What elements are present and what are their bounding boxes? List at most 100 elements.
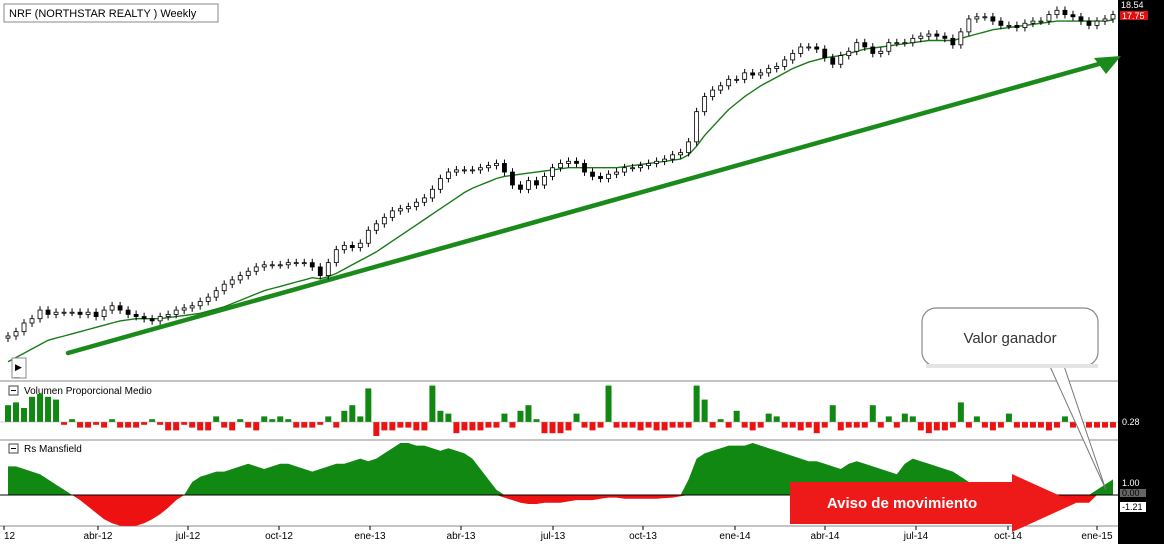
candle-body	[838, 55, 844, 65]
candle	[894, 38, 900, 47]
candles-group	[5, 6, 1116, 343]
candle-body	[806, 46, 812, 49]
volume-bar	[93, 422, 100, 425]
volume-bar	[941, 422, 948, 431]
candle	[710, 86, 716, 101]
x-tick-label: jul-13	[540, 531, 566, 542]
volume-bar	[221, 422, 228, 428]
volume-bar	[645, 422, 652, 428]
volume-bar	[885, 416, 892, 422]
candle-body	[702, 96, 708, 113]
candle-body	[389, 210, 395, 218]
volume-bar	[165, 422, 172, 431]
candle	[614, 168, 619, 179]
candle	[317, 263, 323, 280]
candle-body	[494, 163, 499, 166]
volume-bar	[741, 422, 748, 428]
candle	[181, 304, 187, 314]
candle	[726, 75, 732, 90]
candle	[61, 308, 67, 317]
candle	[734, 75, 740, 84]
volume-bar	[637, 422, 644, 431]
candle	[478, 163, 483, 174]
volume-bar	[381, 422, 388, 431]
candle-body	[141, 316, 147, 320]
candle-body	[854, 42, 860, 52]
play-button[interactable]	[11, 357, 27, 379]
volume-bar	[325, 416, 332, 422]
volume-bar	[653, 422, 660, 431]
candle	[886, 38, 892, 56]
candle	[381, 213, 387, 228]
candle-body	[646, 163, 651, 166]
volume-bar	[109, 419, 116, 422]
volume-bar	[861, 422, 868, 428]
candle	[774, 62, 780, 73]
volume-bar	[213, 416, 220, 422]
volume-bar	[693, 385, 700, 422]
candle-body	[846, 50, 852, 57]
candle	[998, 17, 1004, 30]
candle-body	[670, 154, 676, 160]
candle-body	[109, 305, 115, 311]
candle	[173, 306, 179, 319]
candle	[421, 194, 427, 207]
candle-body	[582, 163, 587, 173]
candle-body	[253, 266, 259, 272]
volume-title: Volumen Proporcional Medio	[24, 386, 152, 397]
candle-body	[1102, 18, 1108, 22]
candle-body	[341, 244, 347, 251]
candle	[870, 43, 876, 58]
candle-body	[566, 160, 571, 164]
volume-bar	[661, 422, 668, 431]
candle-body	[221, 283, 227, 292]
candle-body	[782, 59, 788, 67]
candle	[85, 308, 91, 319]
candle	[598, 172, 603, 183]
candle	[69, 308, 75, 317]
volume-bar	[525, 405, 532, 422]
volume-bar	[245, 422, 252, 428]
volume-bar	[597, 422, 604, 428]
candle	[542, 172, 547, 189]
candle	[982, 12, 988, 21]
candle-body	[1110, 14, 1116, 20]
candle-body	[862, 42, 868, 48]
candle-body	[261, 264, 267, 268]
candle-body	[694, 111, 700, 143]
candle	[1102, 15, 1108, 25]
candle-body	[1086, 20, 1092, 26]
volume-bar	[301, 422, 308, 428]
volume-bar	[773, 416, 780, 422]
volume-bar	[53, 399, 60, 422]
candle	[822, 45, 828, 62]
candle	[718, 81, 724, 94]
candle-body	[69, 311, 75, 314]
signal-arrow	[790, 474, 1076, 532]
candle	[133, 310, 139, 321]
volume-bar	[1053, 422, 1060, 428]
candle-body	[910, 37, 916, 44]
volume-bar	[269, 419, 276, 422]
price-last-label: 18.54	[1121, 0, 1144, 10]
candle	[470, 166, 475, 174]
candle	[902, 38, 908, 47]
volume-bar	[893, 422, 900, 428]
volume-bar	[77, 422, 84, 428]
candle-body	[125, 309, 131, 315]
candle-body	[413, 201, 419, 207]
volume-bar	[333, 422, 340, 428]
volume-bar	[21, 408, 28, 422]
volume-bar	[493, 422, 500, 428]
volume-bar	[101, 422, 108, 428]
candle	[429, 185, 435, 202]
candle-body	[574, 160, 579, 164]
candle-body	[686, 141, 692, 154]
candle	[678, 148, 684, 159]
volume-bar	[925, 422, 932, 434]
ellipsis-text: ...	[14, 373, 20, 380]
play-icon[interactable]: ▶	[15, 362, 22, 372]
candle-body	[277, 264, 283, 267]
title-box	[3, 3, 219, 23]
